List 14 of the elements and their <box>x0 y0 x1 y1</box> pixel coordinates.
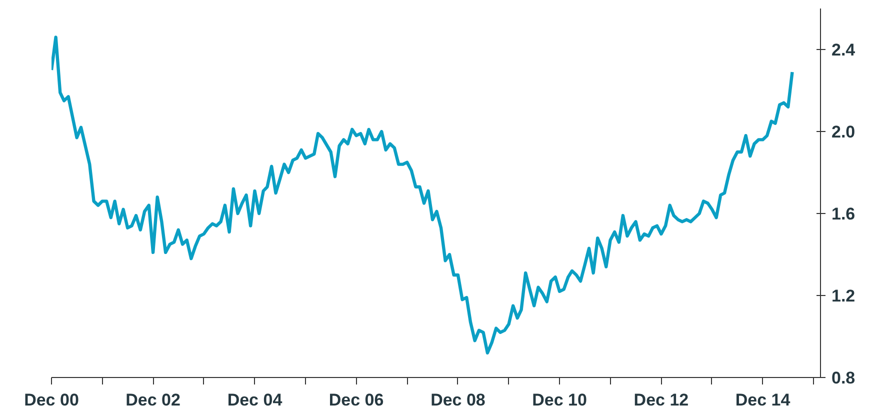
x-tick-label: Dec 06 <box>328 390 384 410</box>
line-series <box>52 36 794 354</box>
y-tick-label: 1.2 <box>832 286 856 306</box>
y-tick-label: 1.6 <box>832 204 856 224</box>
y-tick-label: 2.0 <box>832 122 856 142</box>
x-tick-label: Dec 04 <box>227 390 283 410</box>
x-tick-label: Dec 10 <box>532 390 587 410</box>
y-tick-label: 0.8 <box>832 368 856 388</box>
x-tick-label: Dec 08 <box>430 390 486 410</box>
x-tick-label: Dec 00 <box>24 390 79 410</box>
y-tick-label: 2.4 <box>832 40 856 60</box>
x-tick-label: Dec 14 <box>735 390 791 410</box>
x-tick-label: Dec 12 <box>634 390 689 410</box>
x-tick-label: Dec 02 <box>126 390 180 410</box>
